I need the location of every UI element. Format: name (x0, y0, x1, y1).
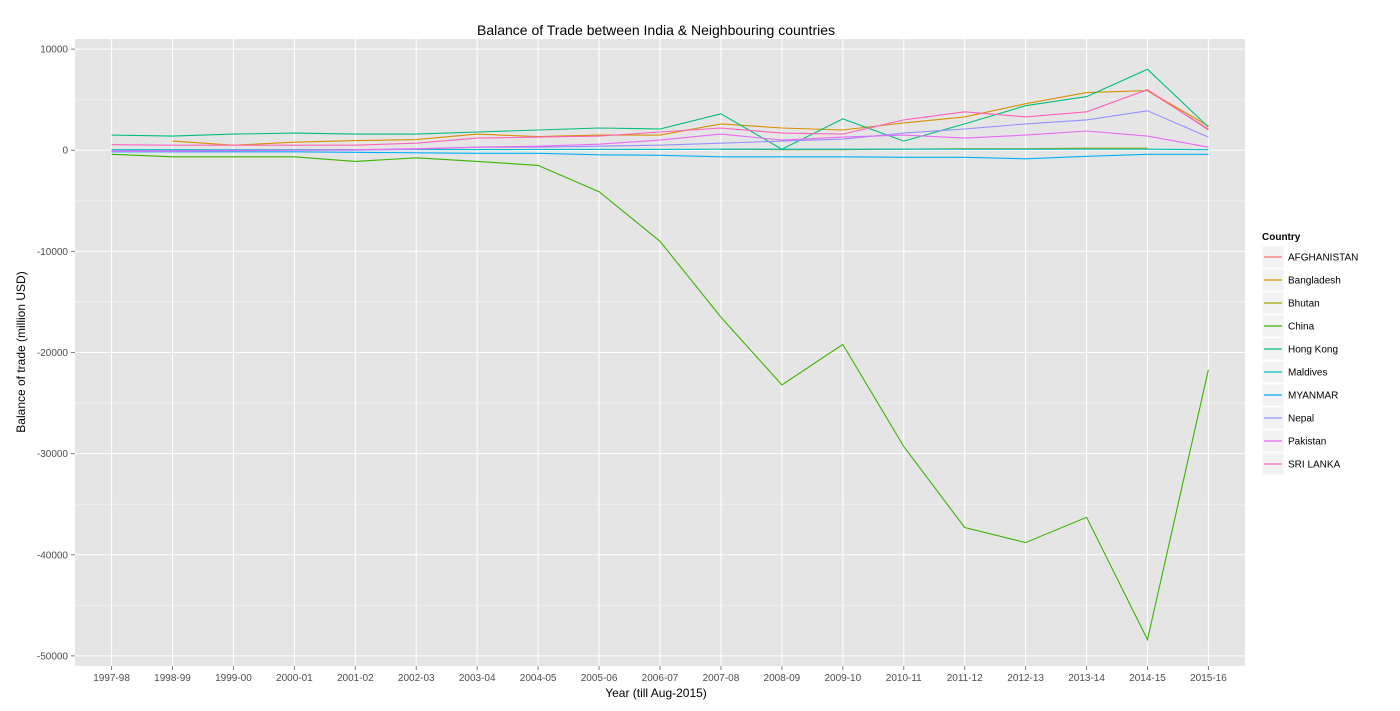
x-tick-label: 2014-15 (1129, 673, 1166, 684)
series-line-sri-lanka (111, 88, 1209, 146)
legend-label-bhutan: Bhutan (1288, 299, 1320, 310)
y-tick-label: 10000 (40, 45, 68, 56)
x-tick-label: 2004-05 (520, 673, 557, 684)
x-tick-label: 2007-08 (703, 673, 740, 684)
legend-label-afghanistan: AFGHANISTAN (1288, 253, 1358, 264)
legend-label-maldives: Maldives (1288, 368, 1327, 379)
x-tick-label: 2003-04 (459, 673, 496, 684)
legend-label-bangladesh: Bangladesh (1288, 276, 1341, 287)
y-tick-label: 0 (62, 146, 68, 157)
legend-label-myanmar: MYANMAR (1288, 391, 1338, 402)
x-tick-label: 2008-09 (764, 673, 801, 684)
y-tick-label: -10000 (37, 247, 69, 258)
y-axis: 10000 0 -10000 -20000 -30000 -40000 -50000 (37, 45, 75, 662)
series-line-maldives (111, 148, 1209, 151)
legend: Country AFGHANISTAN Bangladesh Bhutan China… (1261, 232, 1358, 476)
x-tick-label: 2011-12 (947, 673, 983, 684)
legend-label-nepal: Nepal (1288, 414, 1314, 425)
x-tick-label: 2002-03 (398, 673, 435, 684)
x-tick-label: 2001-02 (337, 673, 374, 684)
x-tick-label: 1998-99 (154, 673, 191, 684)
legend-label-china: China (1288, 322, 1315, 333)
legend-label-sri-lanka: SRI LANKA (1288, 460, 1341, 471)
y-tick-label: -20000 (37, 348, 69, 359)
chart-title: Balance of Trade between India & Neighbo… (477, 22, 835, 38)
series-line-myanmar (111, 151, 1209, 160)
y-tick-label: -40000 (37, 550, 69, 561)
x-tick-label: 2010-11 (886, 673, 922, 684)
legend-label-hong-kong: Hong Kong (1288, 345, 1338, 356)
x-tick-label: 2013-14 (1068, 673, 1105, 684)
x-tick-label: 2012-13 (1007, 673, 1044, 684)
legend-label-pakistan: Pakistan (1288, 437, 1326, 448)
y-axis-title: Balance of trade (million USD) (14, 271, 28, 432)
x-axis-title: Year (till Aug-2015) (605, 686, 707, 700)
x-tick-label: 2015-16 (1190, 673, 1227, 684)
y-tick-label: -50000 (37, 651, 69, 662)
x-tick-label: 2009-10 (824, 673, 861, 684)
x-tick-label: 2000-01 (276, 673, 313, 684)
legend-title: Country (1262, 232, 1301, 243)
series-layer (111, 68, 1209, 642)
series-line-pakistan (111, 130, 1209, 152)
x-tick-label: 1997-98 (93, 673, 130, 684)
y-tick-label: -30000 (37, 449, 69, 460)
series-line-hong-kong (111, 68, 1209, 150)
x-tick-label: 2005-06 (581, 673, 618, 684)
series-line-china (111, 153, 1209, 642)
x-tick-label: 2006-07 (642, 673, 679, 684)
x-tick-label: 1999-00 (215, 673, 252, 684)
x-axis: 1997-98 1998-99 1999-00 2000-01 2001-02 2002-… (93, 666, 1227, 684)
